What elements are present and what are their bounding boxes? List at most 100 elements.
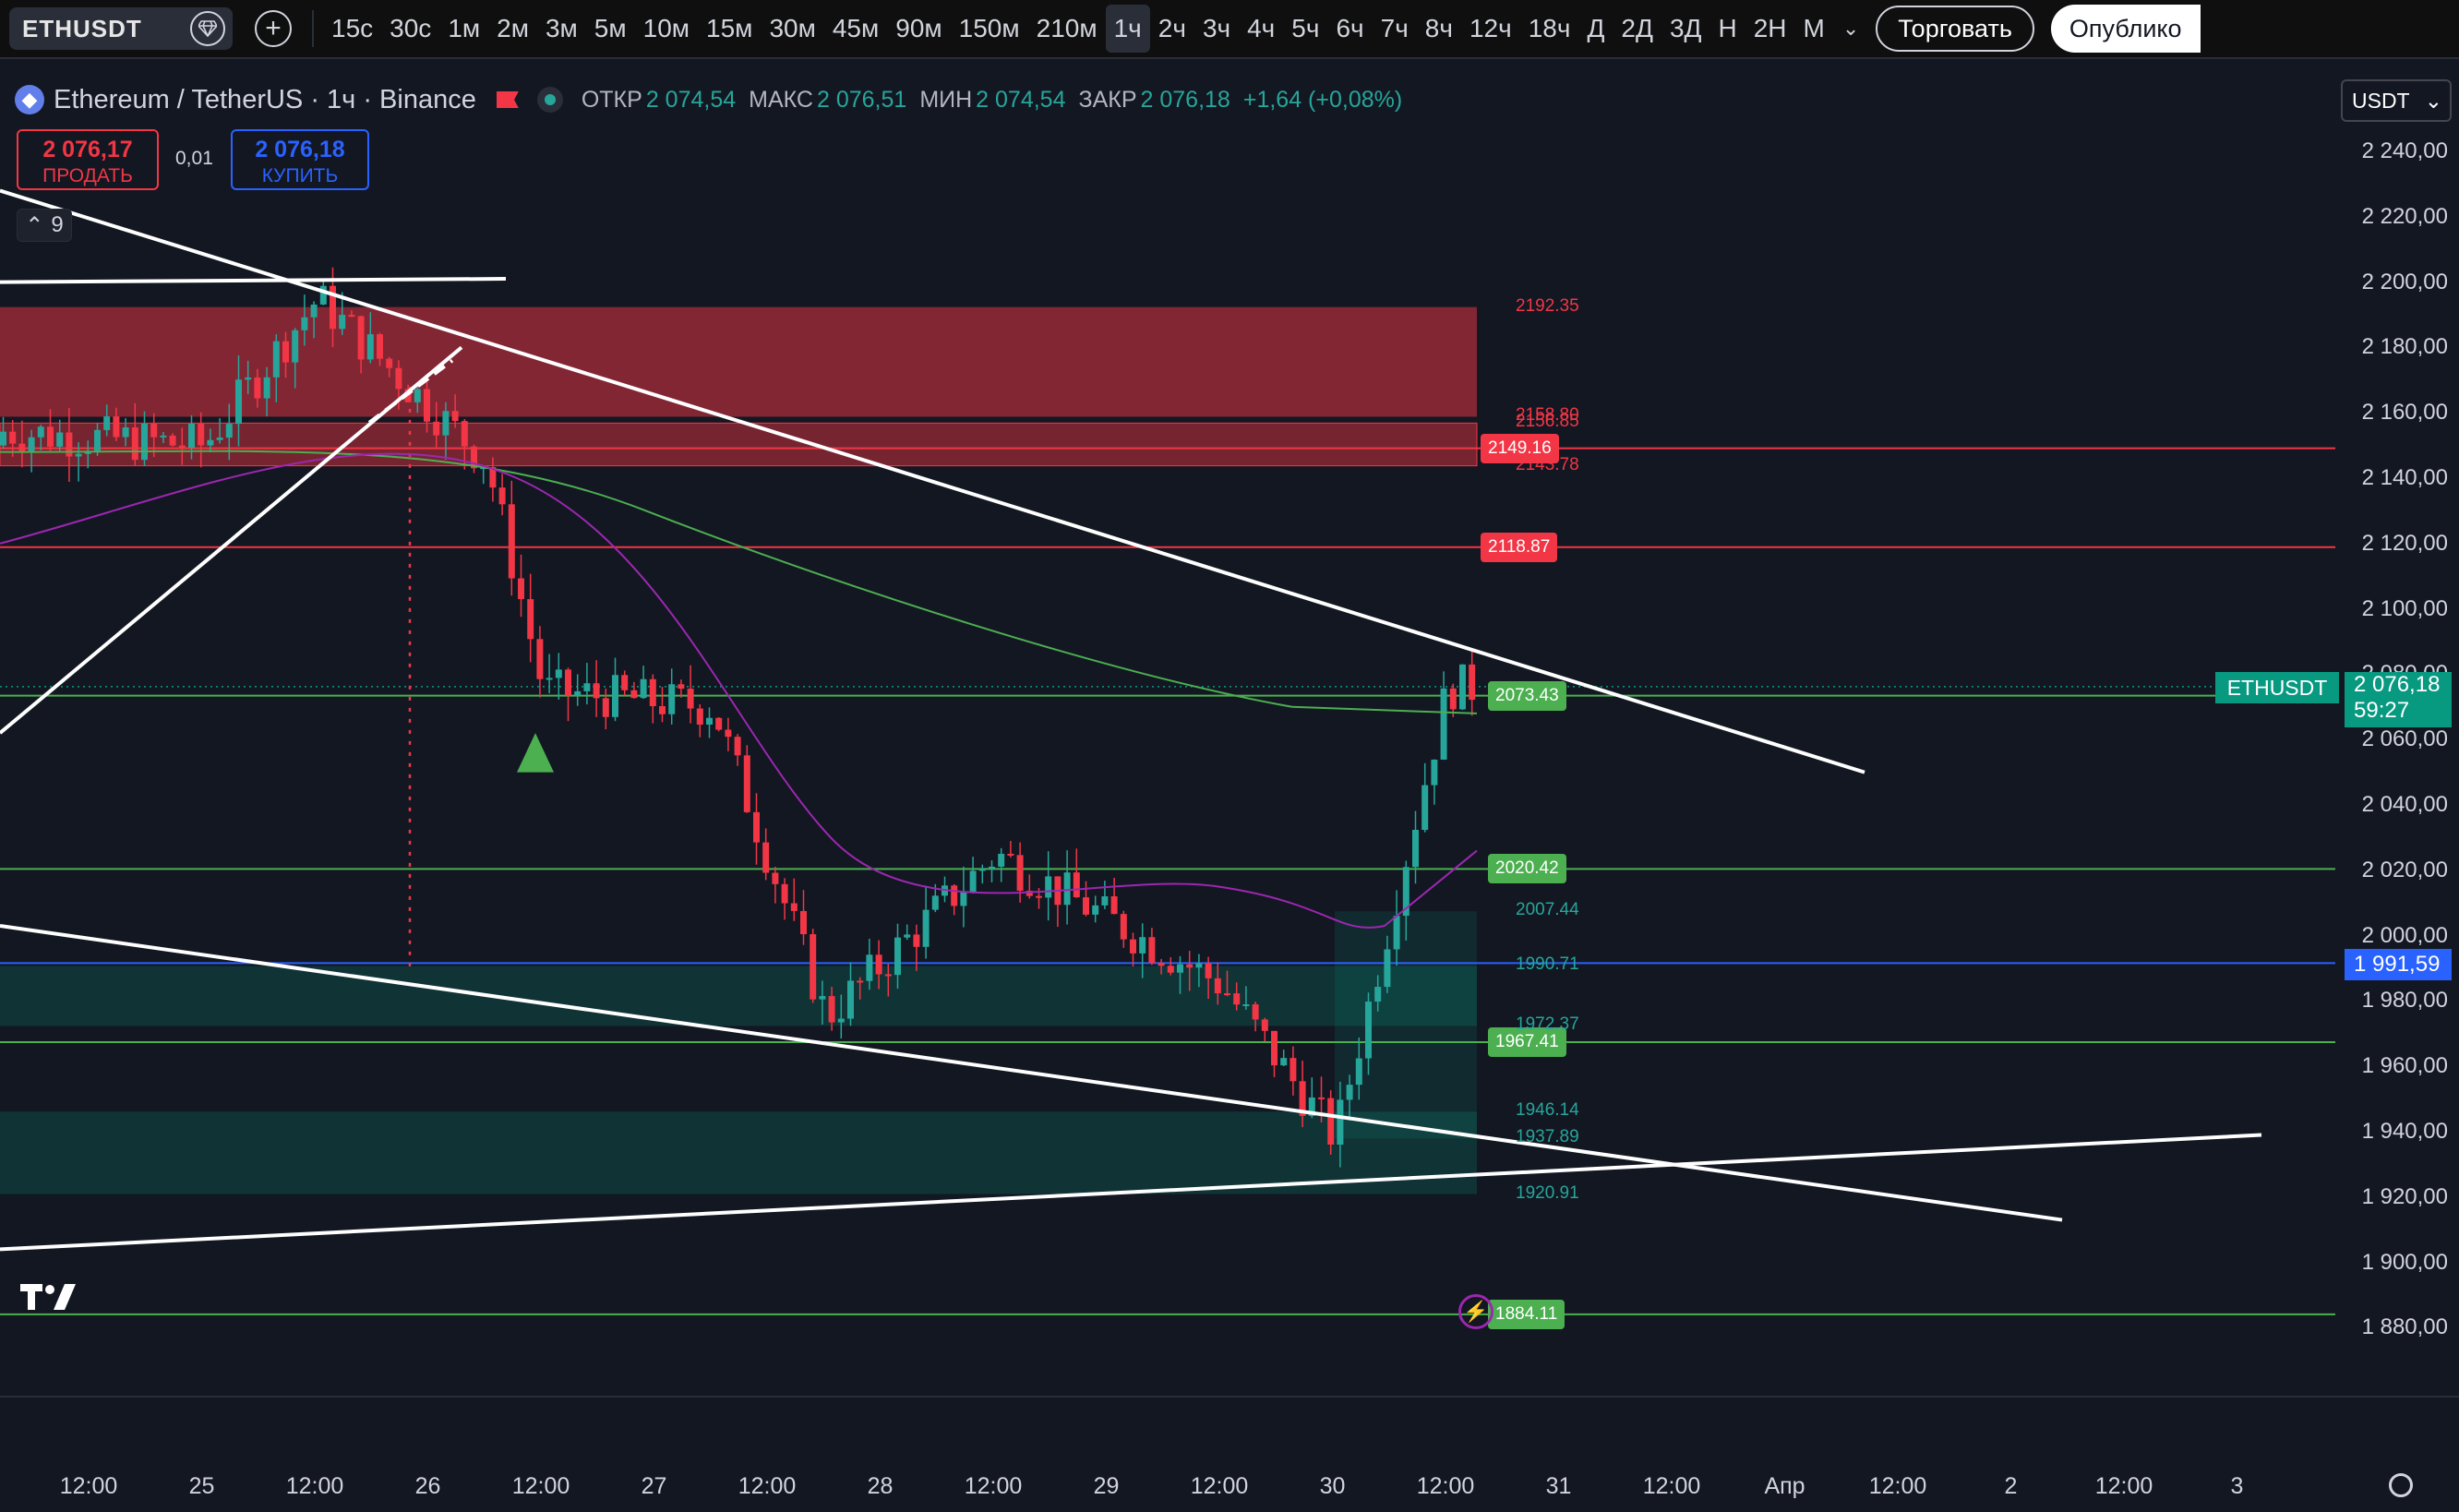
price-level-label[interactable]: 2118.87 (1481, 532, 1558, 562)
timeframe-11[interactable]: 150м (958, 14, 1020, 42)
trade-button[interactable]: Торговать (1876, 6, 2034, 52)
timeframe-18[interactable]: 6ч (1336, 14, 1364, 42)
chevron-down-icon[interactable]: ⌄ (1841, 17, 1860, 40)
timeframe-13[interactable]: 1ч (1105, 5, 1150, 53)
price-chart[interactable] (0, 59, 2459, 1398)
trendline-upper (0, 188, 1865, 774)
price-tick: 2 020,00 (2361, 857, 2448, 882)
candle (414, 387, 421, 414)
timeframe-4[interactable]: 3м (545, 14, 578, 42)
candle (1045, 851, 1052, 921)
timeframe-8[interactable]: 30м (769, 14, 816, 42)
candle (555, 653, 562, 700)
timeframe-23[interactable]: Д (1587, 14, 1605, 42)
timeframe-27[interactable]: 2Н (1753, 14, 1787, 42)
sell-button[interactable]: 2 076,17 ПРОДАТЬ (17, 129, 159, 190)
timeframe-list: 15с 30с 1м 2м 3м 5м 10м 15м 30м 45м 90м 150м 210м 1ч 2… (323, 1, 1833, 56)
gem-icon[interactable] (190, 11, 225, 46)
timeframe-21[interactable]: 12ч (1469, 14, 1512, 42)
time-tick: 12:00 (1190, 1473, 1249, 1499)
timeframe-7[interactable]: 15м (706, 14, 753, 42)
price-tick: 1 940,00 (2361, 1119, 2448, 1144)
candle (725, 717, 732, 751)
candle (565, 667, 571, 722)
alert-lightning-icon[interactable]: ⚡ (1458, 1294, 1493, 1329)
timeframe-25[interactable]: 3Д (1669, 14, 1702, 42)
candle (857, 977, 864, 1000)
price-tick: 2 100,00 (2361, 595, 2448, 621)
price-level-label[interactable]: 2149.16 (1481, 433, 1559, 463)
candle (1469, 649, 1476, 716)
time-tick: 28 (867, 1473, 894, 1499)
candle (847, 962, 854, 1026)
market-status-icon[interactable] (536, 87, 563, 113)
time-tick: 27 (641, 1473, 667, 1499)
candle (1110, 877, 1118, 915)
zone-price-text: 2158.80 (1516, 405, 1579, 426)
timeframe-9[interactable]: 45м (832, 14, 880, 42)
timeframe-2[interactable]: 1м (448, 14, 481, 42)
timeframe-15[interactable]: 3ч (1202, 14, 1231, 42)
close-value: 2 076,18 (1140, 86, 1230, 113)
candle (875, 940, 882, 990)
symbol-search[interactable]: ETHUSDT (9, 7, 233, 50)
timeframe-0[interactable]: 15с (331, 14, 374, 42)
price-tick: 2 180,00 (2361, 334, 2448, 360)
candle (960, 866, 967, 928)
candle (451, 394, 459, 428)
candle (1337, 1081, 1344, 1168)
timeframe-17[interactable]: 5ч (1291, 14, 1320, 42)
timeframe-19[interactable]: 7ч (1380, 14, 1409, 42)
timeframe-5[interactable]: 5м (594, 14, 627, 42)
price-level-label[interactable]: 1884.11 (1488, 1299, 1565, 1329)
candle (904, 924, 911, 941)
moving-averages (0, 450, 1478, 929)
tradingview-logo[interactable] (20, 1279, 78, 1321)
buy-signal-icon (517, 733, 554, 773)
candle (978, 864, 986, 884)
price-level-label[interactable]: 2073.43 (1488, 680, 1566, 711)
price-tick: 1 900,00 (2361, 1249, 2448, 1275)
candle (348, 310, 355, 318)
timeframe-1[interactable]: 30с (390, 14, 432, 42)
timeframe-24[interactable]: 2Д (1621, 14, 1653, 42)
timeframe-10[interactable]: 90м (895, 14, 942, 42)
candle (762, 828, 770, 881)
timeframe-6[interactable]: 10м (642, 14, 690, 42)
candle (47, 409, 54, 451)
timeframe-26[interactable]: Н (1718, 14, 1737, 42)
candle (9, 420, 17, 457)
buy-price: 2 076,18 (255, 137, 345, 162)
timeframe-16[interactable]: 4ч (1247, 14, 1276, 42)
candle (169, 433, 176, 447)
indicators-toggle[interactable]: ⌃ 9 (17, 209, 72, 242)
price-level-label[interactable]: 2020.42 (1488, 854, 1566, 884)
compare-add-icon[interactable]: + (255, 10, 292, 47)
zone-price-text: 1920.91 (1516, 1182, 1579, 1203)
buy-button[interactable]: 2 076,18 КУПИТЬ (231, 129, 369, 190)
timeframe-20[interactable]: 8ч (1424, 14, 1453, 42)
candle (612, 657, 618, 722)
timeframe-28[interactable]: М (1803, 14, 1825, 42)
timeframe-14[interactable]: 2ч (1158, 14, 1186, 42)
candle (546, 654, 553, 694)
flag-icon[interactable] (496, 91, 519, 108)
sell-price: 2 076,17 (42, 137, 133, 162)
candle (819, 980, 826, 1025)
time-tick: 31 (1545, 1473, 1572, 1499)
candle (687, 665, 694, 724)
ethereum-icon: ◆ (15, 85, 44, 114)
candle (837, 994, 845, 1039)
timeframe-12[interactable]: 210м (1036, 14, 1098, 42)
candle (442, 402, 450, 460)
candle (1421, 762, 1429, 833)
timeframe-3[interactable]: 2м (497, 14, 529, 42)
price-tick: 2 000,00 (2361, 922, 2448, 948)
settings-icon[interactable] (2389, 1473, 2413, 1497)
candle (1148, 928, 1156, 966)
publish-button[interactable]: Опублико (2050, 5, 2201, 53)
price-level-label[interactable]: 1967.41 (1488, 1026, 1566, 1057)
chart-legend: ◆ Ethereum / TetherUS · 1ч · Binance ОТК… (15, 81, 1415, 118)
timeframe-22[interactable]: 18ч (1528, 14, 1571, 42)
currency-select[interactable]: USDT ⌄ (2341, 79, 2452, 122)
